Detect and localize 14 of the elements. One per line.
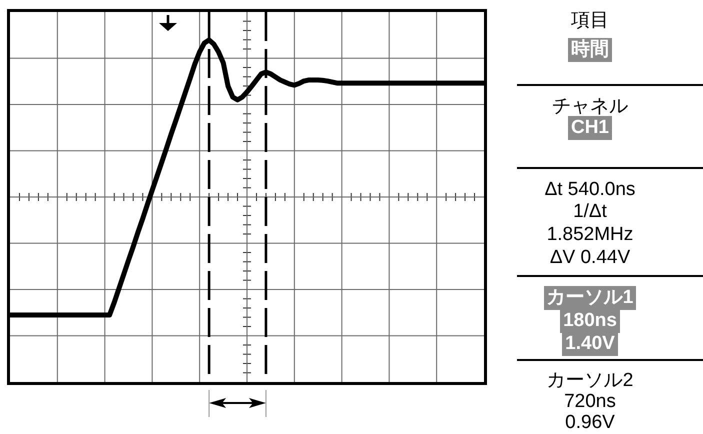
text: カーソル1 [544, 286, 636, 310]
text: 720ns [564, 390, 616, 414]
text: 1.852MHz [546, 223, 634, 247]
text: Δt 540.0ns [544, 178, 636, 202]
text: 項目 [571, 9, 609, 33]
text: 1.40V [562, 332, 618, 356]
text: カーソル2 [546, 369, 634, 393]
text: 1/Δt [573, 200, 607, 224]
text: チャネル [552, 95, 628, 119]
text: CH1 [568, 116, 612, 140]
text: 180ns [560, 309, 620, 333]
text: 時間 [568, 38, 612, 62]
text: 0.96V [565, 411, 615, 434]
text: ΔV 0.44V [550, 246, 630, 270]
